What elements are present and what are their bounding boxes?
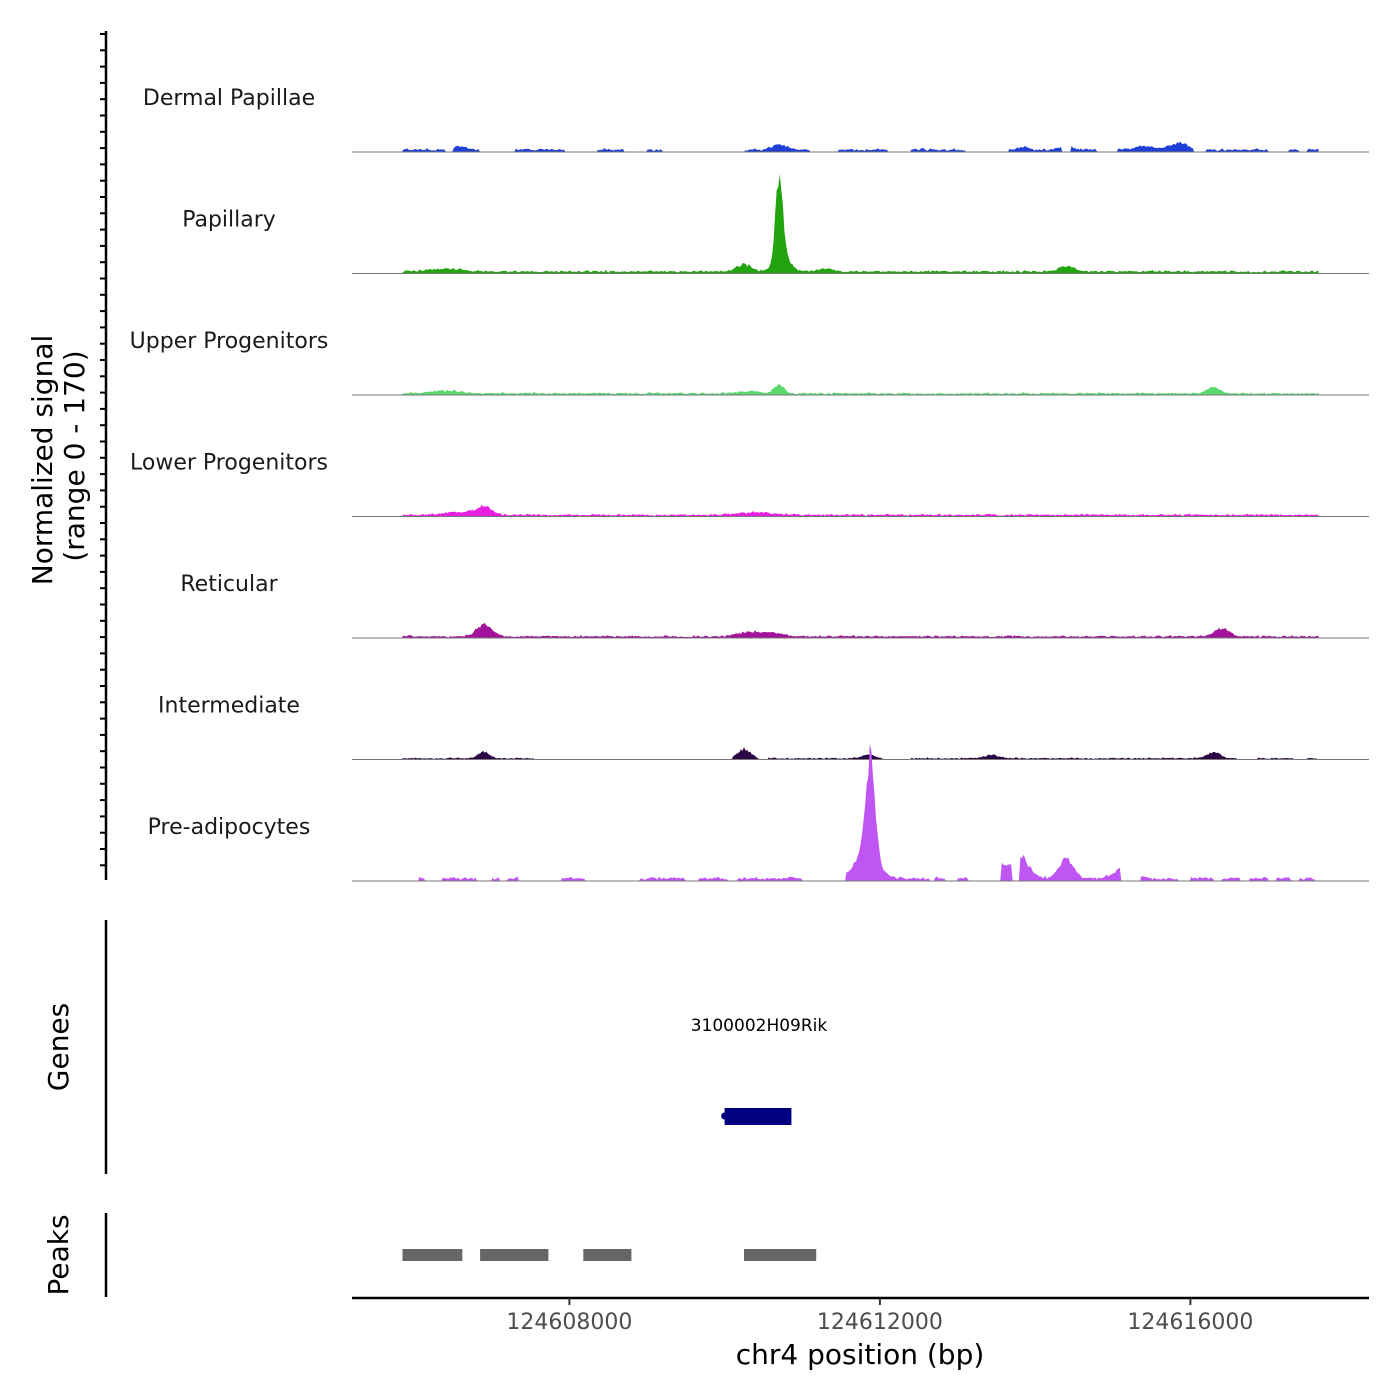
track-label: Pre-adipocytes [148, 815, 311, 840]
gene-body [724, 1108, 792, 1125]
coverage-area [402, 622, 1319, 638]
track-papillary: Papillary [182, 174, 1369, 274]
x-axis-ticks: 124608000 124612000 124616000 [506, 1298, 1253, 1335]
x-tick-label: 124608000 [506, 1310, 632, 1335]
gene-label: 3100002H09Rik [691, 1016, 828, 1036]
track-label: Papillary [182, 208, 276, 233]
coverage-tracks: Dermal Papillae Papillary Upper Progenitor… [130, 86, 1369, 882]
track-reticular: Reticular [180, 572, 1369, 639]
peak-region [402, 1249, 463, 1261]
track-lower-progenitors: Lower Progenitors [130, 451, 1369, 517]
coverage-area [402, 747, 1319, 760]
track-upper-progenitors: Upper Progenitors [130, 329, 1369, 396]
gene-tss-marker [721, 1112, 729, 1120]
peak-region [480, 1249, 549, 1261]
x-tick-label: 124612000 [817, 1310, 943, 1335]
peaks-axis-title: Peaks [42, 1214, 75, 1295]
genes-axis-title: Genes [42, 1003, 75, 1091]
track-pre-adipocytes: Pre-adipocytes [148, 743, 1369, 882]
track-label: Upper Progenitors [130, 329, 329, 354]
track-label: Dermal Papillae [143, 86, 315, 111]
side-axes: Normalized signal (range 0 - 170) Genes … [26, 31, 108, 1297]
coverage-area [402, 384, 1319, 395]
y-axis-title: Normalized signal [26, 335, 59, 586]
track-label: Lower Progenitors [130, 451, 328, 476]
peaks-track [402, 1249, 817, 1261]
peak-region [583, 1249, 632, 1261]
y-axis-range: (range 0 - 170) [58, 350, 91, 561]
peak-region [744, 1249, 817, 1261]
track-label: Reticular [180, 572, 278, 597]
track-intermediate: Intermediate [158, 694, 1369, 760]
signal-y-axis-ticks [100, 33, 106, 867]
coverage-area [402, 743, 1319, 881]
x-tick-label: 124616000 [1127, 1310, 1253, 1335]
x-axis: 124608000 124612000 124616000 chr4 positio… [352, 1296, 1369, 1371]
coverage-area [402, 141, 1319, 152]
genes-track: 3100002H09Rik [691, 1016, 828, 1125]
track-label: Intermediate [158, 694, 300, 719]
coverage-area [402, 504, 1319, 517]
coverage-area [402, 174, 1319, 274]
x-axis-title: chr4 position (bp) [736, 1338, 985, 1371]
track-dermal-papillae: Dermal Papillae [143, 86, 1369, 153]
